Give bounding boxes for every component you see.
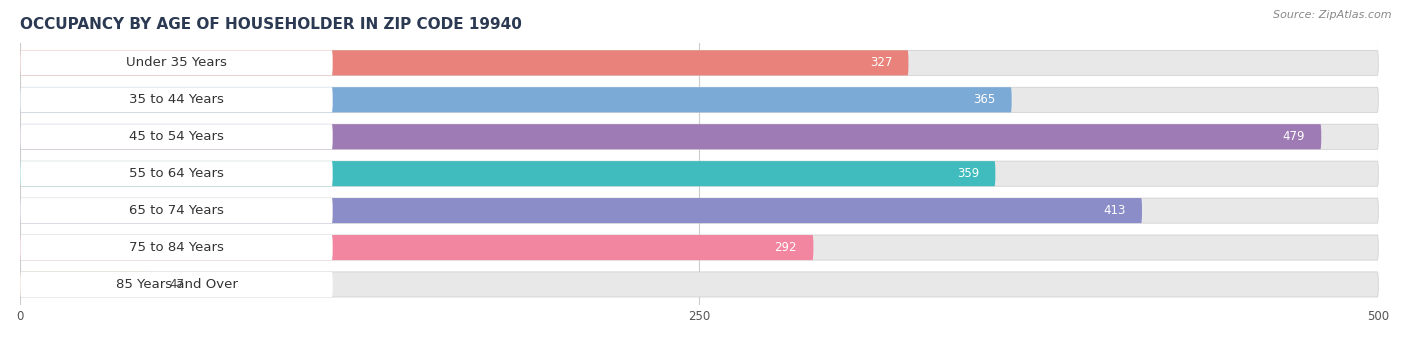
Text: 359: 359 [957,167,979,180]
Text: 85 Years and Over: 85 Years and Over [115,278,238,291]
FancyBboxPatch shape [20,272,1378,297]
FancyBboxPatch shape [20,235,333,260]
Text: 75 to 84 Years: 75 to 84 Years [129,241,224,254]
FancyBboxPatch shape [20,50,1378,75]
FancyBboxPatch shape [20,87,333,112]
FancyBboxPatch shape [20,198,333,223]
FancyBboxPatch shape [20,124,333,149]
FancyBboxPatch shape [20,198,1378,223]
Text: 35 to 44 Years: 35 to 44 Years [129,93,224,106]
FancyBboxPatch shape [20,272,333,297]
Text: 47: 47 [170,278,184,291]
Text: 55 to 64 Years: 55 to 64 Years [129,167,224,180]
FancyBboxPatch shape [20,124,1322,149]
FancyBboxPatch shape [20,124,1378,149]
FancyBboxPatch shape [20,235,814,260]
FancyBboxPatch shape [20,50,908,75]
Text: 327: 327 [870,56,893,69]
FancyBboxPatch shape [20,161,995,186]
FancyBboxPatch shape [20,272,148,297]
FancyBboxPatch shape [20,235,1378,260]
FancyBboxPatch shape [20,161,1378,186]
FancyBboxPatch shape [20,198,1142,223]
Text: 479: 479 [1282,130,1305,143]
Text: 45 to 54 Years: 45 to 54 Years [129,130,224,143]
FancyBboxPatch shape [20,50,333,75]
Text: 365: 365 [973,93,995,106]
Text: 65 to 74 Years: 65 to 74 Years [129,204,224,217]
Text: Source: ZipAtlas.com: Source: ZipAtlas.com [1274,10,1392,20]
Text: Under 35 Years: Under 35 Years [127,56,226,69]
FancyBboxPatch shape [20,161,333,186]
FancyBboxPatch shape [20,87,1378,112]
Text: 413: 413 [1104,204,1126,217]
Text: OCCUPANCY BY AGE OF HOUSEHOLDER IN ZIP CODE 19940: OCCUPANCY BY AGE OF HOUSEHOLDER IN ZIP C… [20,17,522,32]
FancyBboxPatch shape [20,87,1012,112]
Text: 292: 292 [775,241,797,254]
